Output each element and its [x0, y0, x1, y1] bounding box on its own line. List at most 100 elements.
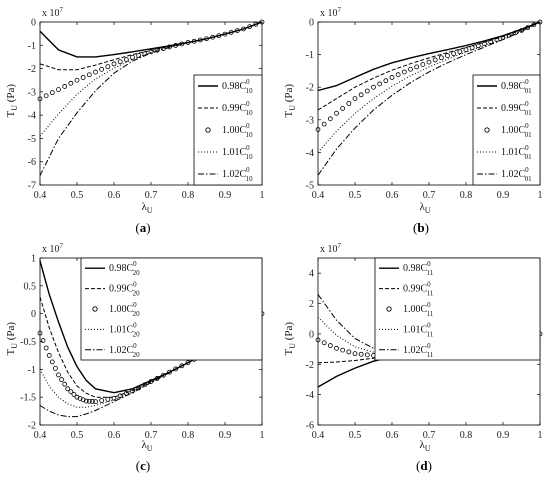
y-tick-label: -5 — [306, 181, 314, 192]
series-marker — [340, 347, 346, 353]
series-marker — [204, 36, 209, 42]
series-marker — [253, 21, 259, 27]
y-axis-label: TU (Pa) — [5, 84, 19, 118]
series-marker — [185, 360, 191, 366]
series-marker — [130, 54, 135, 60]
series-marker — [71, 391, 77, 397]
series-marker — [364, 88, 370, 94]
series-line — [39, 313, 263, 418]
legend-label-sub: 01 — [525, 87, 533, 95]
legend-label: 1.02C0 10 — [222, 166, 253, 183]
series-marker — [117, 59, 123, 65]
series-marker — [383, 78, 389, 84]
x-tick-label: 0.9 — [219, 190, 232, 201]
legend-box — [80, 257, 263, 361]
legend-label-sup: 0 — [427, 260, 431, 268]
legend-label: 1.00C0 11 — [403, 301, 434, 318]
legend-marker — [386, 306, 392, 312]
series-marker — [99, 66, 105, 72]
panel-caption-letter: c — [140, 458, 146, 473]
x-tick-label: 0.6 — [386, 430, 399, 441]
series-marker — [117, 393, 123, 399]
series-marker — [77, 396, 83, 401]
series-marker — [167, 369, 172, 375]
legend-label-sup: 0 — [427, 281, 431, 289]
y-axis-label: TU (Pa) — [283, 322, 297, 356]
y-tick-label: -6 — [28, 157, 36, 168]
series-marker — [40, 338, 46, 343]
y-tick-label: 4 — [309, 269, 314, 280]
series-marker — [80, 75, 86, 80]
legend-label-sub: 11 — [427, 310, 434, 318]
x-axis-label: λU — [419, 439, 430, 453]
legend-label-sub: 10 — [246, 87, 254, 95]
series-marker — [352, 351, 358, 357]
x-tick-label: 0.8 — [182, 190, 195, 201]
series-marker — [340, 105, 346, 111]
series-marker — [334, 345, 339, 351]
x-tick-label: 0.6 — [108, 430, 121, 441]
series-marker — [371, 84, 376, 90]
y-tick-label: -1 — [28, 41, 36, 52]
x-tick-label: 0.4 — [312, 190, 325, 201]
series-marker — [191, 38, 197, 44]
series-marker — [364, 352, 370, 358]
series-marker — [506, 32, 512, 38]
x-axis-label-sub: U — [147, 206, 153, 215]
y-tick-label: -2 — [306, 360, 314, 371]
axis-exponent: x 107 — [42, 242, 64, 255]
series-marker — [65, 386, 71, 392]
series-line — [39, 21, 263, 71]
series-marker — [531, 22, 537, 28]
x-tick-label: 1 — [538, 190, 543, 201]
y-axis-label-unit: (Pa) — [283, 84, 295, 105]
axis-exponent-power: 7 — [338, 6, 342, 14]
x-axis-label: λU — [141, 439, 152, 453]
series-marker — [401, 69, 407, 75]
panel-caption-letter: b — [417, 220, 424, 235]
series-marker — [179, 363, 185, 369]
legend-label-sub: 10 — [246, 153, 254, 161]
x-tick-label: 0.8 — [460, 190, 473, 201]
series-marker — [105, 396, 111, 402]
x-tick-label: 0.7 — [423, 190, 436, 201]
x-tick-label: 0.6 — [108, 190, 121, 201]
y-tick-label: -1 — [306, 50, 314, 61]
y-tick-label: 0 — [309, 18, 314, 29]
legend-label-sup: 0 — [246, 122, 250, 130]
series-marker — [111, 395, 117, 401]
legend-label: 1.01C0 20 — [109, 321, 140, 338]
y-tick-label: -2 — [28, 64, 36, 75]
legend-label-sub: 11 — [427, 269, 434, 277]
y-axis-label-unit: (Pa) — [5, 322, 17, 343]
legend-label-sub: 10 — [246, 131, 254, 139]
legend-box — [374, 257, 541, 361]
series-marker — [432, 57, 438, 63]
x-tick-label: 0.4 — [312, 430, 325, 441]
y-tick-label: -5 — [28, 134, 36, 145]
series-marker — [228, 30, 234, 35]
series-marker — [488, 39, 494, 45]
series-marker — [334, 110, 339, 116]
y-axis-label: TU (Pa) — [5, 322, 19, 356]
legend-label-sub: 20 — [133, 330, 141, 338]
legend-label-sub: 01 — [525, 131, 533, 139]
y-axis-label-sub: U — [288, 343, 297, 349]
y-tick-label: -6 — [306, 421, 314, 432]
y-tick-label: -4 — [28, 111, 36, 122]
x-axis-label-sub: U — [425, 206, 431, 215]
x-tick-label: 1 — [260, 430, 265, 441]
series-marker — [321, 121, 327, 127]
series-marker — [136, 53, 142, 58]
panel-caption: (b) — [413, 220, 429, 235]
legend-label: 1.00C0 10 — [222, 122, 253, 139]
series-marker — [469, 45, 475, 51]
series-line — [39, 21, 263, 137]
series-marker — [420, 62, 426, 67]
x-tick-label: 0.7 — [145, 430, 158, 441]
series-marker — [160, 372, 166, 378]
series-marker — [173, 366, 179, 372]
y-tick-label: 0.5 — [24, 281, 37, 292]
legend-label: 0.99C0 01 — [501, 100, 532, 117]
series-marker — [315, 337, 321, 343]
